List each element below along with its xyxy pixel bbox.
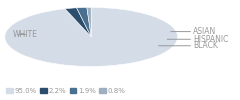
Text: BLACK: BLACK — [159, 41, 218, 50]
Wedge shape — [5, 7, 178, 66]
Text: HISPANIC: HISPANIC — [167, 35, 228, 44]
Wedge shape — [87, 7, 91, 37]
Wedge shape — [65, 8, 91, 37]
Text: WHITE: WHITE — [13, 30, 38, 39]
Text: ASIAN: ASIAN — [171, 27, 216, 36]
Wedge shape — [77, 7, 91, 37]
Legend: 95.0%, 2.2%, 1.9%, 0.8%: 95.0%, 2.2%, 1.9%, 0.8% — [3, 85, 128, 96]
